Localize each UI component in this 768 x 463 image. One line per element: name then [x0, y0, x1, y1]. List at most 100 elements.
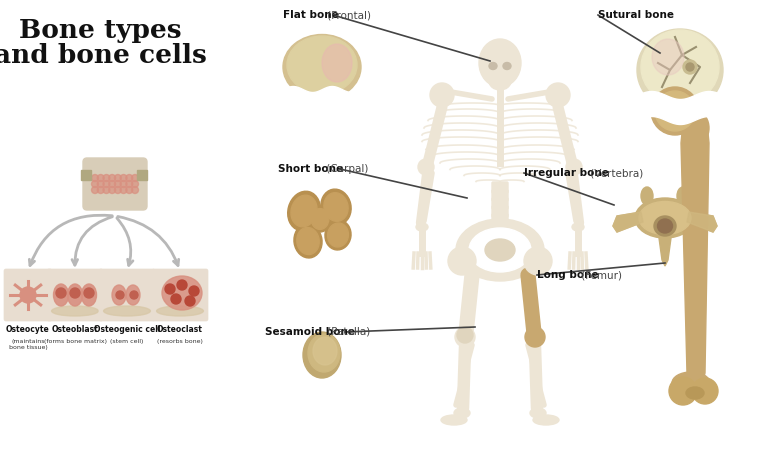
Ellipse shape — [112, 285, 126, 305]
Circle shape — [131, 187, 138, 194]
Circle shape — [669, 377, 697, 405]
Circle shape — [70, 288, 80, 298]
Circle shape — [418, 159, 434, 175]
Ellipse shape — [324, 193, 348, 221]
Circle shape — [103, 187, 110, 194]
Ellipse shape — [54, 284, 68, 306]
Circle shape — [114, 187, 121, 194]
Circle shape — [84, 288, 94, 298]
Circle shape — [116, 291, 124, 299]
Circle shape — [566, 159, 582, 175]
FancyBboxPatch shape — [492, 230, 508, 241]
Text: Irregular bone: Irregular bone — [524, 168, 609, 178]
Ellipse shape — [162, 276, 202, 310]
Circle shape — [686, 63, 694, 71]
Circle shape — [126, 187, 133, 194]
Ellipse shape — [641, 30, 719, 104]
Ellipse shape — [313, 337, 337, 365]
Circle shape — [20, 287, 36, 303]
Circle shape — [171, 294, 181, 304]
Ellipse shape — [657, 219, 673, 233]
Ellipse shape — [51, 306, 98, 316]
Text: (Femur): (Femur) — [578, 270, 621, 280]
Circle shape — [120, 187, 127, 194]
Ellipse shape — [441, 415, 467, 425]
Ellipse shape — [287, 36, 357, 94]
Circle shape — [131, 181, 138, 188]
Circle shape — [126, 181, 133, 188]
Circle shape — [98, 187, 104, 194]
Text: Short bone: Short bone — [278, 164, 343, 174]
Ellipse shape — [325, 220, 351, 250]
FancyBboxPatch shape — [81, 170, 91, 180]
Polygon shape — [687, 212, 717, 232]
FancyBboxPatch shape — [152, 269, 208, 321]
Text: Osteoblast: Osteoblast — [51, 325, 98, 334]
Ellipse shape — [686, 387, 704, 399]
Ellipse shape — [479, 39, 521, 87]
Circle shape — [114, 181, 121, 188]
Ellipse shape — [641, 187, 653, 205]
Ellipse shape — [291, 195, 317, 227]
Ellipse shape — [283, 35, 361, 100]
Ellipse shape — [482, 42, 518, 84]
Ellipse shape — [533, 415, 559, 425]
Ellipse shape — [456, 219, 544, 281]
FancyBboxPatch shape — [137, 170, 147, 180]
Text: Osteoclast: Osteoclast — [157, 325, 203, 334]
Circle shape — [108, 187, 116, 194]
Circle shape — [655, 91, 695, 131]
Text: (stem cell): (stem cell) — [111, 339, 144, 344]
Ellipse shape — [635, 198, 695, 238]
Circle shape — [177, 280, 187, 290]
Circle shape — [120, 175, 127, 181]
Ellipse shape — [157, 306, 204, 316]
Ellipse shape — [689, 113, 709, 143]
Text: (maintains
bone tissue): (maintains bone tissue) — [8, 339, 48, 350]
Ellipse shape — [677, 187, 689, 205]
Text: Long bone: Long bone — [537, 270, 598, 280]
Text: Flat bone: Flat bone — [283, 10, 339, 20]
Circle shape — [130, 291, 138, 299]
Ellipse shape — [637, 29, 723, 111]
Ellipse shape — [503, 63, 511, 69]
Ellipse shape — [328, 223, 349, 247]
Ellipse shape — [652, 39, 684, 75]
FancyBboxPatch shape — [47, 269, 103, 321]
Ellipse shape — [308, 334, 340, 372]
FancyBboxPatch shape — [492, 206, 508, 217]
Text: Bone types: Bone types — [18, 18, 181, 43]
Ellipse shape — [572, 223, 584, 231]
Ellipse shape — [296, 227, 319, 255]
FancyBboxPatch shape — [83, 158, 147, 210]
Ellipse shape — [530, 408, 546, 418]
Ellipse shape — [81, 284, 97, 306]
Circle shape — [98, 175, 104, 181]
Ellipse shape — [288, 191, 320, 231]
Ellipse shape — [126, 285, 140, 305]
Circle shape — [683, 60, 697, 74]
Text: (Frontal): (Frontal) — [323, 10, 370, 20]
Text: (forms bone matrix): (forms bone matrix) — [44, 339, 107, 344]
Ellipse shape — [672, 372, 710, 394]
Circle shape — [430, 83, 454, 107]
Ellipse shape — [309, 206, 331, 232]
Ellipse shape — [654, 216, 676, 236]
Circle shape — [126, 175, 133, 181]
Circle shape — [448, 247, 476, 275]
FancyBboxPatch shape — [492, 190, 508, 201]
Circle shape — [91, 175, 98, 181]
Ellipse shape — [639, 201, 691, 234]
FancyBboxPatch shape — [492, 222, 508, 233]
Ellipse shape — [104, 306, 151, 316]
Text: Osteogenic cell: Osteogenic cell — [94, 325, 161, 334]
Circle shape — [525, 327, 545, 347]
Circle shape — [56, 288, 66, 298]
Ellipse shape — [489, 72, 511, 90]
Polygon shape — [613, 212, 643, 232]
Ellipse shape — [485, 239, 515, 261]
Circle shape — [91, 187, 98, 194]
Ellipse shape — [454, 408, 470, 418]
Circle shape — [131, 175, 138, 181]
Ellipse shape — [469, 228, 531, 272]
